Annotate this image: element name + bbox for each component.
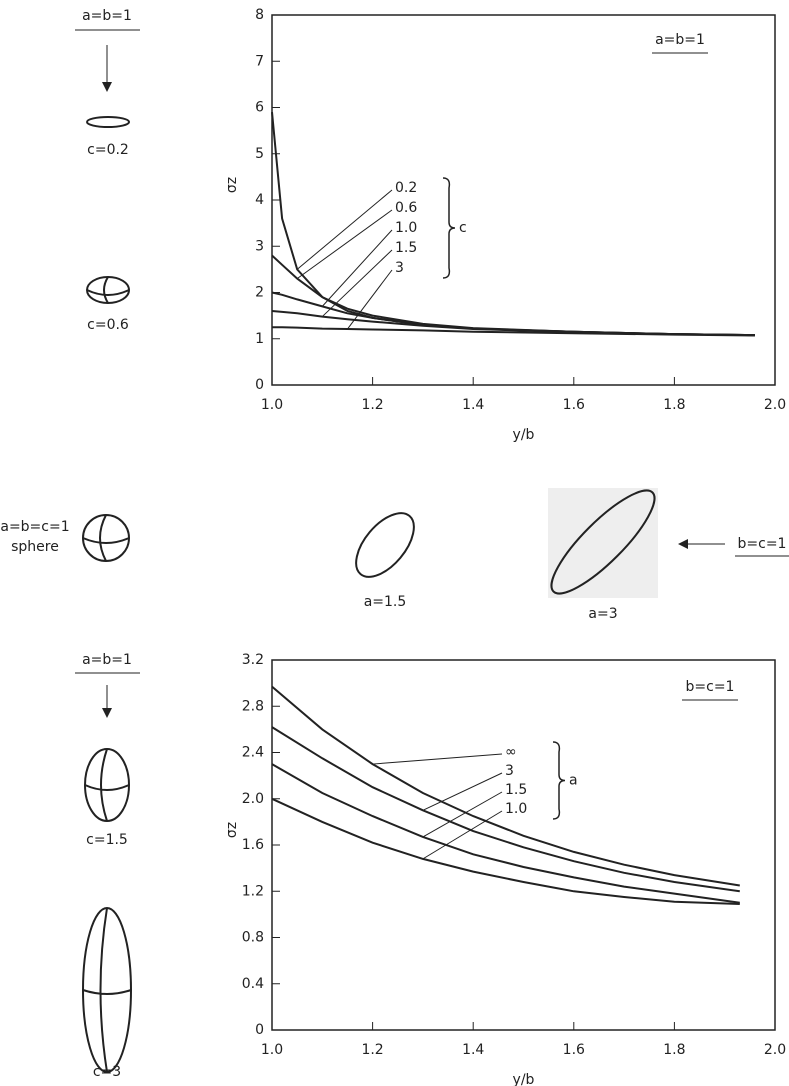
x-tick-label: 1.4 <box>462 397 484 413</box>
series-line <box>271 726 740 893</box>
sphere <box>82 514 130 562</box>
legend-title: a <box>569 773 578 789</box>
y-tick-label: 0.8 <box>242 930 264 946</box>
y-tick-label: 1 <box>255 331 264 347</box>
legend-label: 0.6 <box>395 200 417 216</box>
y-tick-label: 5 <box>255 146 264 162</box>
y-tick-label: 2.0 <box>242 791 264 807</box>
group-label: a=b=1 <box>82 8 132 24</box>
y-tick-label: 6 <box>255 100 264 116</box>
ellipsoid-lines <box>82 907 132 1073</box>
ellipsoid <box>86 116 130 128</box>
ellipsoid-lines <box>84 748 130 822</box>
arrow-head <box>678 539 688 549</box>
series-line <box>272 326 755 337</box>
y-tick-label: 2.4 <box>242 745 264 761</box>
shape-label: c=3 <box>93 1064 121 1080</box>
y-tick-label: 0.4 <box>242 976 264 992</box>
shape-label: a=1.5 <box>364 594 407 610</box>
x-tick-label: 1.2 <box>361 397 383 413</box>
y-tick-label: 8 <box>255 7 264 23</box>
y-tick-label: 0 <box>255 1022 264 1038</box>
y-tick-label: 7 <box>255 53 264 69</box>
leader <box>422 772 503 811</box>
x-tick-label: 2.0 <box>764 397 786 413</box>
leader <box>422 810 503 860</box>
ellipsoid <box>550 489 656 595</box>
x-tick-label: 1.6 <box>563 397 585 413</box>
legend-brace <box>552 741 566 820</box>
group-label: b=c=1 <box>738 536 787 552</box>
arrow-head <box>102 708 112 718</box>
y-tick-label: 1.2 <box>242 883 264 899</box>
series-line <box>271 797 740 905</box>
legend-label: 3 <box>505 763 514 779</box>
shape-label: a=3 <box>588 606 617 622</box>
leader <box>296 189 393 270</box>
y-tick-label: 3 <box>255 238 264 254</box>
shape-label: a=b=c=1 <box>0 519 69 535</box>
x-axis-label: y/b <box>513 427 535 443</box>
y-tick-label: 3.2 <box>242 652 264 668</box>
x-tick-label: 1.8 <box>663 1042 685 1058</box>
y-tick-label: 2.8 <box>242 698 264 714</box>
annotation: b=c=1 <box>686 679 735 695</box>
legend-label: 0.2 <box>395 180 417 196</box>
y-axis-label: σz <box>224 177 240 193</box>
shape-label: c=0.6 <box>87 317 129 333</box>
legend-label: 1.5 <box>505 782 527 798</box>
x-tick-label: 1.2 <box>361 1042 383 1058</box>
y-tick-label: 0 <box>255 377 264 393</box>
x-tick-label: 1.8 <box>663 397 685 413</box>
leader <box>296 209 393 280</box>
legend-label: ∞ <box>505 744 517 760</box>
x-axis-label: y/b <box>513 1072 535 1086</box>
y-axis-label: σz <box>224 822 240 838</box>
legend-label: 1.0 <box>395 220 417 236</box>
x-tick-label: 1.0 <box>261 397 283 413</box>
legend-label: 1.0 <box>505 801 527 817</box>
shape-label: c=1.5 <box>86 832 128 848</box>
legend-brace <box>442 177 456 279</box>
x-tick-label: 1.0 <box>261 1042 283 1058</box>
x-tick-label: 2.0 <box>764 1042 786 1058</box>
leader <box>422 791 503 838</box>
ellipsoid-lines <box>86 276 130 304</box>
leader <box>321 249 393 317</box>
shape-label: sphere <box>11 539 59 555</box>
shape-label: c=0.2 <box>87 142 129 158</box>
ellipsoid <box>82 907 132 1073</box>
y-tick-label: 2 <box>255 285 264 301</box>
series-line <box>271 763 740 904</box>
ellipsoid <box>84 748 130 822</box>
arrow-head <box>102 82 112 92</box>
ellipsoid <box>86 276 130 304</box>
legend-label: 1.5 <box>395 240 417 256</box>
x-tick-label: 1.6 <box>563 1042 585 1058</box>
leader <box>372 753 503 765</box>
y-tick-label: 1.6 <box>242 837 264 853</box>
legend-title: c <box>459 220 467 236</box>
leader <box>321 229 393 307</box>
legend-label: 3 <box>395 260 404 276</box>
y-tick-label: 4 <box>255 192 264 208</box>
sphere-lines <box>82 514 130 562</box>
photo-bg <box>548 488 658 598</box>
leader <box>347 269 393 330</box>
annotation: a=b=1 <box>655 32 705 48</box>
series-line <box>271 685 740 887</box>
ellipsoid <box>355 512 415 578</box>
group-label: a=b=1 <box>82 652 132 668</box>
series-line <box>271 112 755 337</box>
plot-frame <box>271 659 776 1031</box>
x-tick-label: 1.4 <box>462 1042 484 1058</box>
